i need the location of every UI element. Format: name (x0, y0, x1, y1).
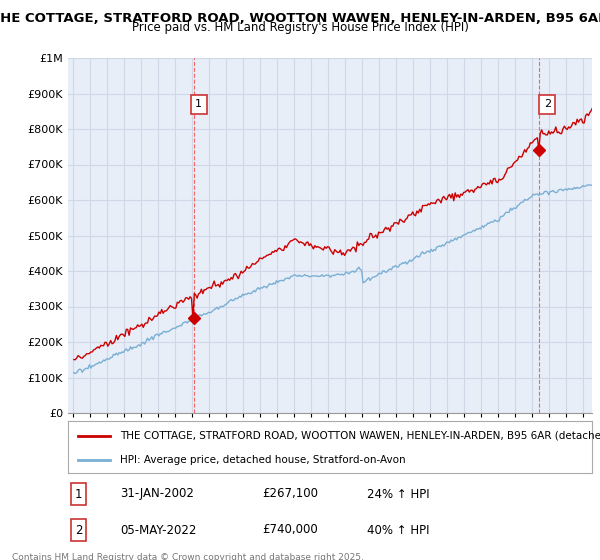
Text: THE COTTAGE, STRATFORD ROAD, WOOTTON WAWEN, HENLEY-IN-ARDEN, B95 6AR (detached h: THE COTTAGE, STRATFORD ROAD, WOOTTON WAW… (121, 431, 600, 441)
Text: HPI: Average price, detached house, Stratford-on-Avon: HPI: Average price, detached house, Stra… (121, 455, 406, 465)
Text: £267,100: £267,100 (262, 488, 318, 501)
Text: THE COTTAGE, STRATFORD ROAD, WOOTTON WAWEN, HENLEY-IN-ARDEN, B95 6AR: THE COTTAGE, STRATFORD ROAD, WOOTTON WAW… (0, 12, 600, 25)
Text: Contains HM Land Registry data © Crown copyright and database right 2025.
This d: Contains HM Land Registry data © Crown c… (12, 553, 364, 560)
Text: 24% ↑ HPI: 24% ↑ HPI (367, 488, 430, 501)
Text: 31-JAN-2002: 31-JAN-2002 (121, 488, 194, 501)
Text: 1: 1 (75, 488, 82, 501)
Text: 40% ↑ HPI: 40% ↑ HPI (367, 524, 429, 536)
Text: £740,000: £740,000 (262, 524, 317, 536)
Text: 1: 1 (195, 99, 202, 109)
Text: 05-MAY-2022: 05-MAY-2022 (121, 524, 197, 536)
Text: 2: 2 (75, 524, 82, 536)
Text: Price paid vs. HM Land Registry's House Price Index (HPI): Price paid vs. HM Land Registry's House … (131, 21, 469, 34)
Text: 2: 2 (544, 99, 551, 109)
